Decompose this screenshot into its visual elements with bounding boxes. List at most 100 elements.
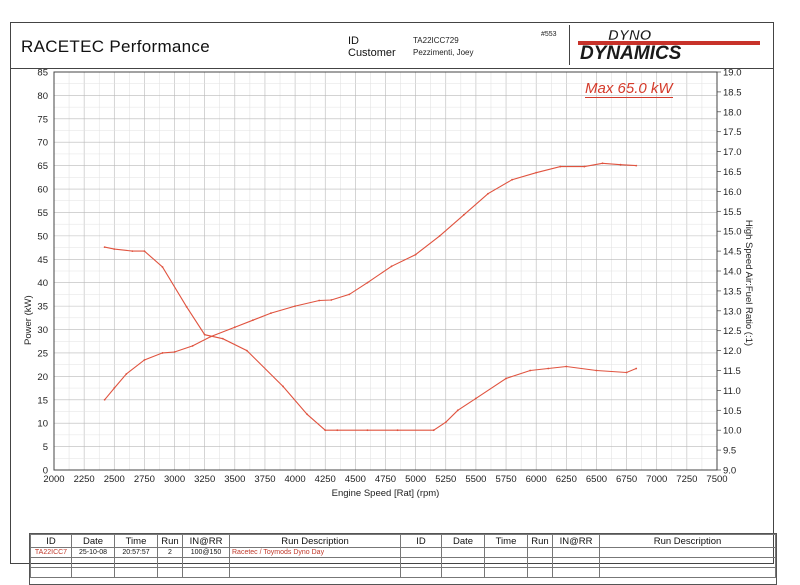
y-tick-label: 20 xyxy=(37,372,48,383)
afr-point xyxy=(131,250,134,253)
afr-point xyxy=(625,371,628,374)
power-point xyxy=(438,234,441,237)
power-point xyxy=(125,373,128,375)
x-tick-label: 6500 xyxy=(586,474,607,485)
y-tick-label: 55 xyxy=(37,208,48,219)
power-point xyxy=(619,163,622,166)
x-tick-label: 6000 xyxy=(526,474,547,485)
logo-text-bottom: DYNAMICS xyxy=(580,43,682,63)
power-point xyxy=(635,164,638,167)
y2-tick-label: 10.5 xyxy=(723,406,742,417)
power-point xyxy=(535,171,538,174)
y2-tick-label: 13.0 xyxy=(723,306,742,317)
y-tick-label: 45 xyxy=(37,255,48,266)
power-point xyxy=(414,253,417,256)
sheet-header: RACETEC Performance ID Customer TA22ICC7… xyxy=(11,23,773,69)
y2-tick-label: 17.5 xyxy=(723,127,742,138)
y-tick-label: 40 xyxy=(37,278,48,289)
y2-tick-label: 18.0 xyxy=(723,107,742,118)
y2-tick-label: 18.5 xyxy=(723,87,742,98)
power-point xyxy=(318,299,321,302)
afr-point xyxy=(547,367,550,370)
y-tick-label: 80 xyxy=(37,91,48,102)
power-point xyxy=(366,281,369,284)
customer-label: Customer xyxy=(348,47,396,59)
y2-tick-label: 13.5 xyxy=(723,286,742,297)
y2-tick-label: 15.5 xyxy=(723,207,742,218)
y-tick-label: 25 xyxy=(37,348,48,359)
y2-tick-label: 9.0 xyxy=(723,466,736,477)
y-tick-label: 75 xyxy=(37,114,48,125)
y2-tick-label: 19.0 xyxy=(723,68,742,79)
y-tick-label: 0 xyxy=(43,466,48,477)
power-point xyxy=(103,398,106,401)
customer-value: Pezzimenti, Joey xyxy=(413,48,474,57)
power-point xyxy=(601,162,604,165)
y-tick-label: 70 xyxy=(37,138,48,149)
afr-point xyxy=(456,409,459,412)
x-tick-label: 4250 xyxy=(315,474,336,485)
power-point xyxy=(252,319,254,322)
page-title: RACETEC Performance xyxy=(21,37,210,56)
y-tick-label: 65 xyxy=(37,161,48,172)
x-tick-label: 7250 xyxy=(676,474,697,485)
y2-tick-label: 11.0 xyxy=(723,386,741,397)
y2-tick-label: 11.5 xyxy=(723,366,741,377)
power-point xyxy=(270,312,272,315)
x-tick-label: 2000 xyxy=(43,474,64,485)
afr-point xyxy=(185,305,188,308)
x-tick-label: 3000 xyxy=(164,474,185,485)
y2-tick-label: 12.0 xyxy=(723,346,742,357)
sheet-reference: #553 xyxy=(541,31,557,38)
x-tick-label: 7500 xyxy=(706,474,727,485)
y2-tick-label: 9.5 xyxy=(723,446,736,457)
x-tick-label: 3500 xyxy=(224,474,245,485)
run-table-header: ID Date Time Run IN@RR Run Description I… xyxy=(30,534,776,548)
x-tick-label: 4750 xyxy=(375,474,396,485)
x-tick-label: 3250 xyxy=(194,474,215,485)
power-point xyxy=(294,305,296,308)
plot-frame xyxy=(53,71,718,471)
dyno-dynamics-logo: DYNO DYNAMICS xyxy=(569,25,769,65)
afr-point xyxy=(336,429,339,432)
afr-point xyxy=(143,250,146,253)
power-point xyxy=(191,345,194,347)
y2-axis-label: High Speed Air:Fuel Ratio (:1) xyxy=(743,220,754,346)
afr-point xyxy=(432,429,435,432)
y-tick-label: 35 xyxy=(37,302,48,313)
y2-tick-label: 10.0 xyxy=(723,426,742,437)
afr-point xyxy=(282,385,284,388)
afr-point xyxy=(635,367,638,370)
afr-point xyxy=(444,421,447,424)
y2-tick-label: 15.0 xyxy=(723,227,742,238)
power-point xyxy=(143,359,146,361)
power-point xyxy=(233,326,236,329)
afr-point xyxy=(245,349,248,352)
power-point xyxy=(583,165,586,168)
afr-point xyxy=(529,369,532,372)
y-tick-label: 5 xyxy=(43,442,48,453)
y2-tick-label: 16.5 xyxy=(723,167,742,178)
x-tick-label: 4500 xyxy=(345,474,366,485)
y2-tick-label: 12.5 xyxy=(723,326,742,337)
power-line xyxy=(104,162,637,401)
max-power-annotation: Max 65.0 kW xyxy=(585,80,673,98)
afr-point xyxy=(203,333,206,336)
power-point xyxy=(113,387,116,389)
x-tick-label: 2750 xyxy=(134,474,155,485)
power-point xyxy=(173,351,176,353)
x-tick-label: 6750 xyxy=(616,474,637,485)
x-tick-label: 7000 xyxy=(646,474,667,485)
power-point xyxy=(559,165,562,168)
y-tick-label: 85 xyxy=(37,68,48,79)
x-tick-label: 5000 xyxy=(405,474,426,485)
power-point xyxy=(462,213,465,216)
y-tick-label: 15 xyxy=(37,395,48,406)
y-tick-label: 30 xyxy=(37,325,48,336)
y2-tick-label: 14.0 xyxy=(723,267,742,278)
x-tick-label: 5250 xyxy=(435,474,456,485)
afr-point xyxy=(475,397,477,400)
dyno-chart: 2000 2250 2500 2750 3000 3250 3500 3750 4000 4250… xyxy=(23,68,754,500)
y-tick-label: 50 xyxy=(37,231,48,242)
id-value: TA22ICC729 xyxy=(413,36,459,45)
